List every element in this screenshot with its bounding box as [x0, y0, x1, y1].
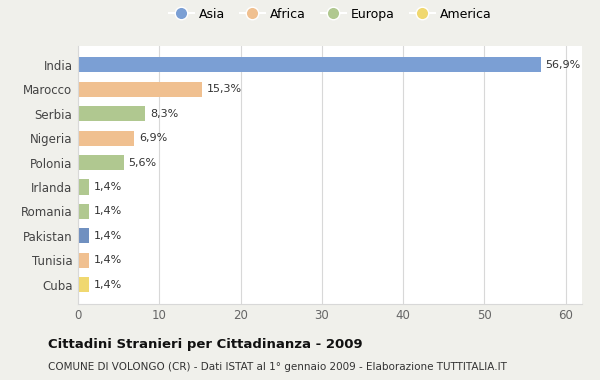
Legend: Asia, Africa, Europa, America: Asia, Africa, Europa, America [164, 3, 496, 26]
Bar [78, 179, 89, 195]
Bar [78, 155, 124, 170]
Text: Cittadini Stranieri per Cittadinanza - 2009: Cittadini Stranieri per Cittadinanza - 2… [48, 338, 362, 351]
Text: COMUNE DI VOLONGO (CR) - Dati ISTAT al 1° gennaio 2009 - Elaborazione TUTTITALIA: COMUNE DI VOLONGO (CR) - Dati ISTAT al 1… [48, 363, 507, 372]
Text: 6,9%: 6,9% [139, 133, 167, 143]
Text: 8,3%: 8,3% [151, 109, 179, 119]
Bar [78, 277, 89, 292]
Bar [78, 57, 541, 73]
Text: 56,9%: 56,9% [545, 60, 581, 70]
Text: 15,3%: 15,3% [207, 84, 242, 94]
Text: 1,4%: 1,4% [94, 231, 122, 241]
Bar [78, 204, 89, 219]
Text: 1,4%: 1,4% [94, 280, 122, 290]
Bar [78, 253, 89, 268]
Bar [78, 131, 134, 146]
Bar [78, 82, 202, 97]
Bar [78, 228, 89, 244]
Text: 1,4%: 1,4% [94, 182, 122, 192]
Text: 1,4%: 1,4% [94, 206, 122, 217]
Bar [78, 106, 145, 121]
Text: 1,4%: 1,4% [94, 255, 122, 265]
Text: 5,6%: 5,6% [128, 158, 157, 168]
